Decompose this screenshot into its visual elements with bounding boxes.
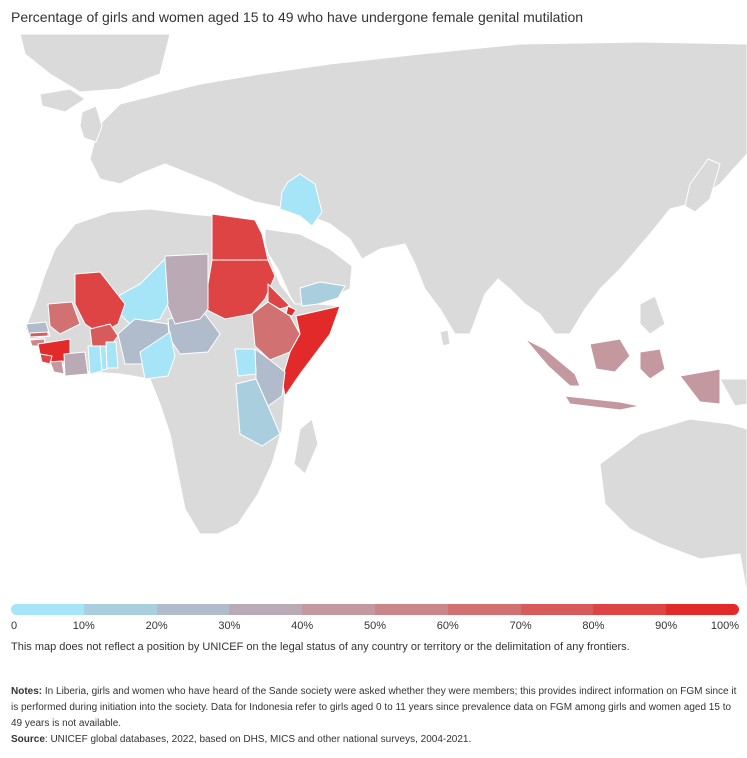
country-tanzania xyxy=(235,378,281,447)
country-eritrea xyxy=(267,283,291,310)
country-somalia xyxy=(281,305,341,397)
country-togo xyxy=(99,345,108,371)
country-indonesia xyxy=(524,338,721,411)
legend-tick-label: 60% xyxy=(436,620,459,632)
map-disclaimer: This map does not reflect a position by … xyxy=(11,641,630,653)
country-liberia xyxy=(49,360,65,375)
data-countries xyxy=(25,173,721,447)
legend-color-bar xyxy=(11,604,739,615)
land-uk xyxy=(79,105,103,143)
land-philippines xyxy=(639,295,666,335)
country-benin xyxy=(105,341,119,369)
country-cameroon xyxy=(139,331,176,380)
legend-swatch xyxy=(374,604,448,615)
country-yemen xyxy=(299,281,346,307)
notes-block: Notes: In Liberia, girls and women who h… xyxy=(11,684,739,748)
legend-swatch xyxy=(447,604,521,615)
country-chad xyxy=(164,253,209,325)
legend-tick-label: 10% xyxy=(72,620,95,632)
notes-paragraph: Notes: In Liberia, girls and women who h… xyxy=(11,684,739,732)
legend-swatch xyxy=(302,604,375,615)
source-line: Source: UNICEF global databases, 2022, b… xyxy=(11,732,739,748)
land-iceland xyxy=(39,88,86,113)
legend-tick-label: 100% xyxy=(710,620,739,632)
country-niger xyxy=(117,258,169,325)
legend-tick-label: 40% xyxy=(291,620,314,632)
country-iraq xyxy=(279,173,323,227)
legend-swatch xyxy=(156,604,230,615)
source-text: : UNICEF global databases, 2022, based o… xyxy=(44,734,472,745)
legend-ticks: 0 10% 20% 30% 40% 50% 60% 70% 80% 90% 100% xyxy=(11,620,739,634)
legend-swatch xyxy=(520,604,594,615)
legend-tick-label: 90% xyxy=(655,620,678,632)
source-label: Source xyxy=(11,734,45,745)
legend-swatch xyxy=(593,604,667,615)
legend-swatch xyxy=(666,604,739,615)
notes-text: In Liberia, girls and women who have hea… xyxy=(11,686,737,729)
country-cote-divoire xyxy=(63,351,89,377)
notes-label: Notes: xyxy=(11,686,43,697)
legend-tick-label: 30% xyxy=(218,620,241,632)
legend-tick-label: 20% xyxy=(145,620,168,632)
country-djibouti xyxy=(285,305,297,317)
map-title: Percentage of girls and women aged 15 to… xyxy=(11,9,584,25)
country-egypt xyxy=(211,213,269,261)
choropleth-map[interactable] xyxy=(0,34,747,594)
land-png xyxy=(719,378,747,407)
land-greenland xyxy=(19,34,171,93)
land-eurasia xyxy=(89,41,747,335)
land-australia xyxy=(599,418,747,594)
legend-tick-label: 50% xyxy=(363,620,387,632)
country-gambia xyxy=(29,331,49,338)
legend-swatch xyxy=(11,604,84,615)
country-uganda xyxy=(234,348,257,377)
land-madagascar xyxy=(293,418,319,475)
legend-swatch xyxy=(229,604,303,615)
country-mauritania xyxy=(47,301,81,335)
country-sierra-leone xyxy=(39,353,53,365)
land-japan xyxy=(684,158,721,213)
country-ghana xyxy=(87,345,103,375)
legend-tick-label: 70% xyxy=(509,620,532,632)
land-srilanka xyxy=(439,329,451,347)
legend-tick-label: 0 xyxy=(11,620,18,632)
legend-swatch xyxy=(83,604,157,615)
legend-tick-label: 80% xyxy=(582,620,605,632)
